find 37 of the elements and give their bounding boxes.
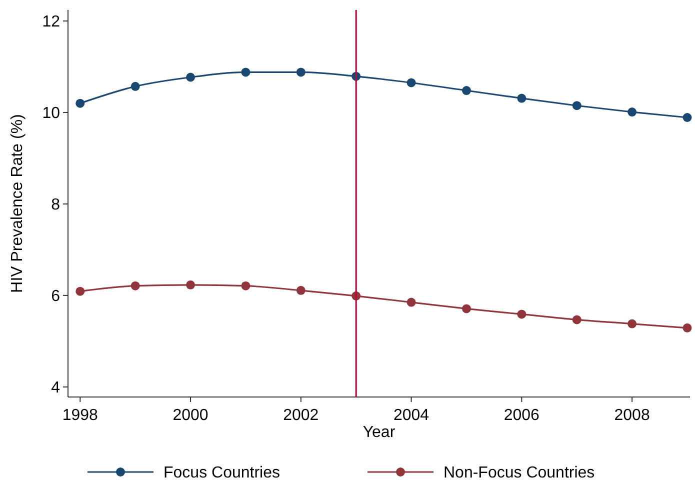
point	[130, 281, 140, 290]
y-axis-title: HIV Prevalence Rate (%)	[9, 114, 26, 293]
y-tick-label: 4	[51, 380, 60, 397]
point	[186, 280, 196, 290]
legend-label: Focus Countries	[164, 464, 280, 482]
point	[682, 113, 692, 122]
point	[296, 286, 306, 295]
point	[406, 78, 416, 88]
x-tick-label: 1998	[62, 407, 98, 424]
x-tick-label: 2000	[172, 407, 208, 424]
legend-label: Non-Focus Countries	[444, 464, 595, 482]
y-tick-label: 6	[51, 288, 60, 306]
point	[572, 315, 582, 324]
x-tick-label: 2002	[283, 407, 319, 424]
x-axis-title: Year	[362, 424, 396, 441]
x-tick-label: 2006	[504, 407, 540, 424]
point	[682, 323, 692, 332]
x-tick-label: 2004	[393, 407, 430, 424]
x-tick-label: 2008	[614, 407, 650, 424]
point	[628, 108, 637, 117]
y-tick-label: 8	[51, 196, 60, 214]
point	[76, 98, 85, 108]
point	[406, 298, 416, 307]
point	[628, 319, 637, 328]
point	[517, 310, 526, 319]
point	[186, 72, 196, 82]
y-tick-label: 10	[42, 105, 60, 122]
point	[517, 94, 526, 103]
y-tick-label: 12	[42, 14, 60, 31]
point	[241, 281, 250, 290]
point	[462, 304, 471, 314]
point	[76, 286, 85, 296]
point	[462, 86, 471, 96]
point	[130, 82, 140, 91]
point	[296, 68, 306, 77]
point	[241, 68, 250, 77]
point	[572, 101, 582, 110]
